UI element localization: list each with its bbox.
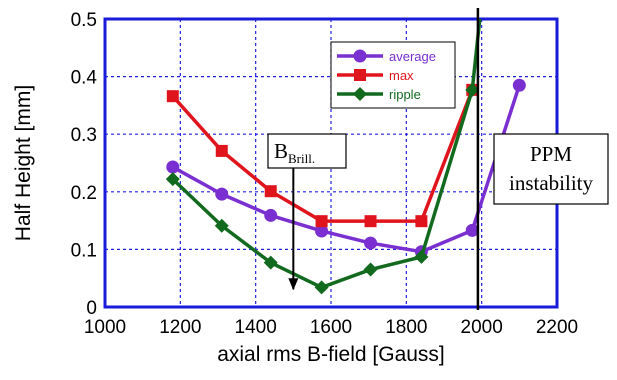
data-point-ripple [165,172,180,187]
data-point-max [215,144,228,157]
x-tick-label: 1800 [385,317,427,338]
data-point-average [264,208,278,222]
data-point-average [364,236,378,250]
x-tick-labels: 1000 1200 1400 1600 1800 2000 2200 [84,317,578,338]
x-tick-label: 1000 [84,317,126,338]
ppm-label-line2: instability [509,171,594,195]
bbrill-label-sub: Brill. [288,151,315,166]
legend-item-ripple: ripple [337,87,421,102]
x-tick-label: 2200 [536,317,578,338]
x-axis-title: axial rms B-field [Gauss] [217,343,445,366]
bbrill-label: BBrill. [274,139,315,166]
legend-item-max: max [337,68,414,83]
data-point-average [215,187,229,201]
y-tick-label: 0.3 [71,125,97,146]
legend-item-average: average [337,49,436,64]
data-point-ripple [414,249,429,264]
y-tick-label: 0.1 [71,240,97,261]
bbrill-label-main: B [274,139,288,163]
legend-label-max: max [389,68,414,83]
legend-label-average: average [389,49,436,64]
x-tick-label: 1400 [235,317,277,338]
bbrill-annotation: BBrill. [267,133,347,291]
data-point-ripple [465,82,480,97]
data-point-ripple [314,280,329,295]
ppm-label-line1: PPM [530,142,572,166]
x-tick-label: 1600 [310,317,352,338]
y-tick-labels: 0 0.1 0.2 0.3 0.4 0.5 [71,10,98,319]
ppm-annotation: PPM instability [476,8,609,310]
series-layer [165,18,526,295]
data-point-max [415,215,428,228]
legend-label-ripple: ripple [389,87,421,102]
legend-swatch-marker [353,87,367,101]
data-point-max [364,215,377,228]
series-ripple [165,18,482,295]
y-tick-label: 0.5 [71,10,97,31]
data-point-ripple [263,255,278,270]
data-point-average [166,160,180,174]
data-point-average [465,223,479,237]
y-tick-label: 0.4 [71,68,98,89]
series-max [166,83,479,228]
data-point-ripple [363,262,378,277]
y-axis-title: Half Height [mm] [12,85,35,241]
data-point-average [512,78,526,92]
data-point-max [166,90,179,103]
series-line-average [171,84,521,254]
series-line-ripple [171,18,482,290]
y-tick-label: 0 [86,298,97,319]
legend-swatch-marker [354,69,366,81]
x-tick-label: 2000 [461,317,503,338]
series-average [166,78,526,259]
data-point-average [315,224,329,238]
ppm-label-box [493,133,609,205]
legend: average max ripple [330,41,456,109]
bbrill-label-box [267,133,347,169]
data-point-ripple [214,218,229,233]
data-point-max [264,185,277,198]
y-tick-label: 0.2 [71,183,97,204]
x-tick-label: 1200 [159,317,201,338]
data-point-max [315,215,328,228]
legend-swatch-marker [353,49,367,63]
